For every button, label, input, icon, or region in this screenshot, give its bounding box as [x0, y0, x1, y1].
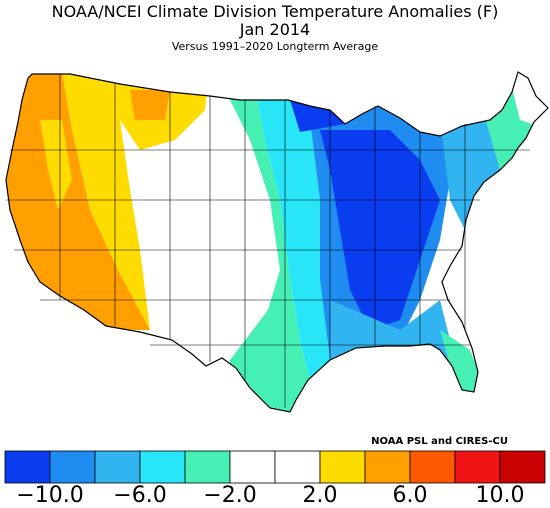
legend-swatch [454, 450, 501, 484]
legend-swatch [499, 450, 546, 484]
map-period: Jan 2014 [239, 20, 311, 39]
legend-swatch [364, 450, 411, 484]
division-borders [6, 74, 530, 408]
legend-swatch [49, 450, 96, 484]
anomaly-regions [6, 72, 548, 412]
us-outline [5, 71, 549, 413]
legend-tick-label: 2.0 [302, 483, 338, 508]
legend-tick-label: −6.0 [113, 483, 167, 508]
map-title: NOAA/NCEI Climate Division Temperature A… [51, 2, 499, 21]
legend-swatch [274, 450, 321, 484]
legend-swatch [139, 450, 186, 484]
legend-tick-label: 6.0 [392, 483, 428, 508]
legend-swatch [229, 450, 276, 484]
legend-swatch [94, 450, 141, 484]
map-subtitle: Versus 1991–2020 Longterm Average [171, 40, 379, 53]
legend-swatch [4, 450, 51, 484]
legend-swatch [184, 450, 231, 484]
legend-tick-label: 10.0 [475, 483, 525, 508]
legend-tick-label: −2.0 [203, 483, 257, 508]
legend-swatch [319, 450, 366, 484]
legend-tick-label: −10.0 [16, 483, 84, 508]
legend-swatch [409, 450, 456, 484]
color-legend [4, 450, 546, 484]
credit-label: NOAA PSL and CIRES-CU [371, 436, 508, 447]
us-anomaly-map [5, 71, 549, 413]
